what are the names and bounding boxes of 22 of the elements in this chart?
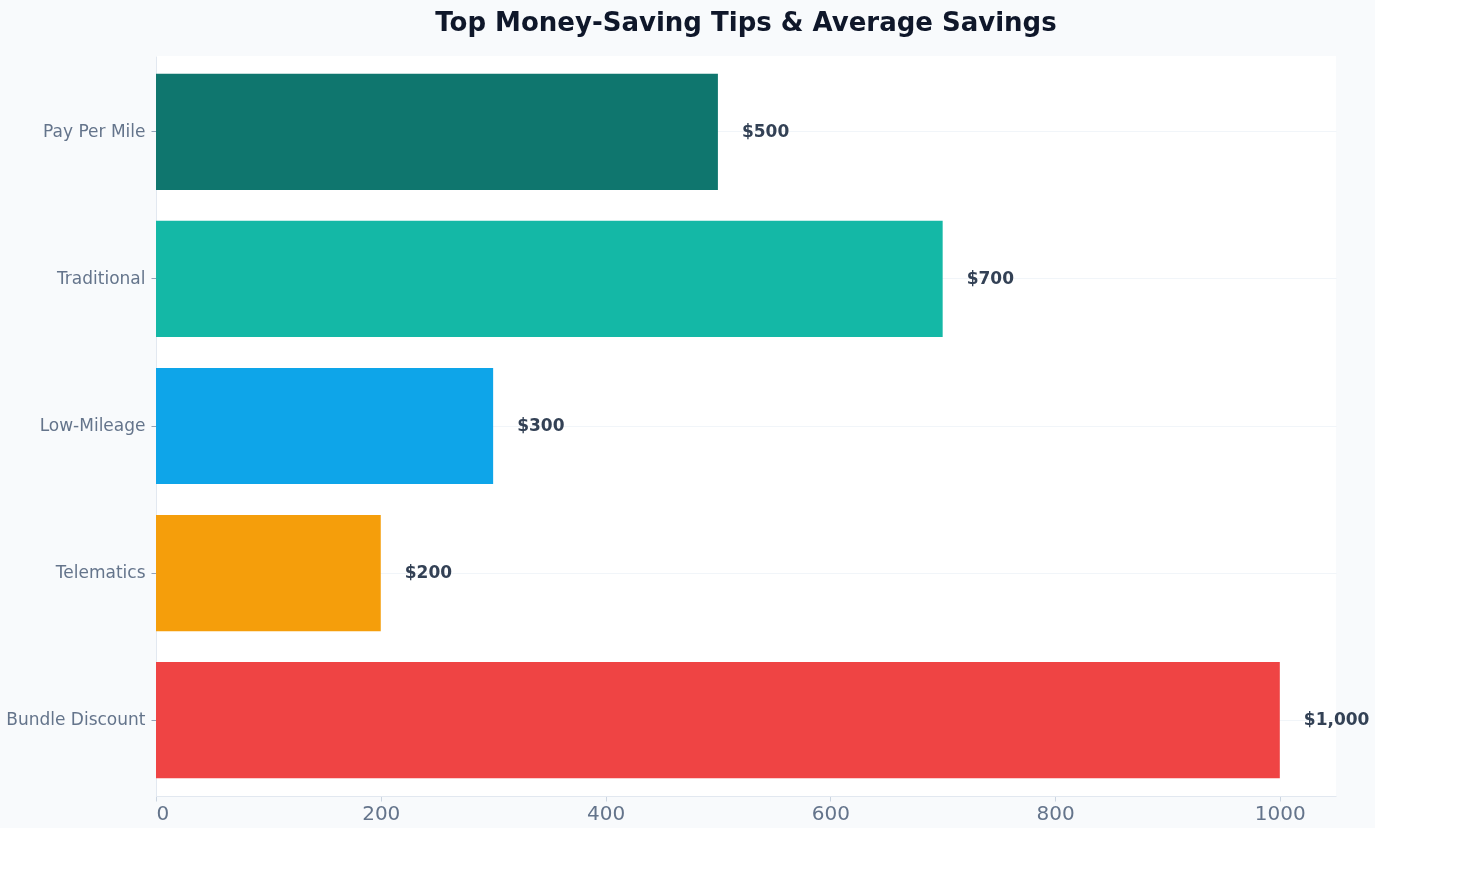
x-tick-label: 800 bbox=[1036, 800, 1075, 825]
x-tick-label: 400 bbox=[586, 800, 626, 825]
y-tick-label: Traditional bbox=[55, 267, 146, 288]
bar bbox=[156, 367, 494, 485]
y-tick-label: Telematics bbox=[54, 562, 146, 583]
x-tick-label: 200 bbox=[362, 800, 401, 825]
bar bbox=[156, 73, 718, 190]
bar bbox=[156, 662, 1280, 779]
data-label: $200 bbox=[404, 562, 453, 583]
x-tick-label: 0 bbox=[156, 800, 170, 825]
x-tick-label: 600 bbox=[811, 800, 850, 825]
y-tick-label: Pay Per Mile bbox=[43, 120, 146, 141]
x-tick-label: 1000 bbox=[1254, 800, 1306, 825]
data-label: $300 bbox=[517, 415, 565, 435]
y-tick-label: Bundle Discount bbox=[6, 709, 146, 730]
data-label: $500 bbox=[741, 120, 790, 141]
data-label: $700 bbox=[966, 267, 1015, 288]
y-tick-label: Low-Mileage bbox=[39, 415, 146, 435]
bar bbox=[156, 515, 381, 632]
chart-title: Top Money-Saving Tips & Average Savings bbox=[435, 7, 1057, 37]
data-label: $1,000 bbox=[1303, 709, 1370, 730]
bar bbox=[156, 220, 943, 337]
